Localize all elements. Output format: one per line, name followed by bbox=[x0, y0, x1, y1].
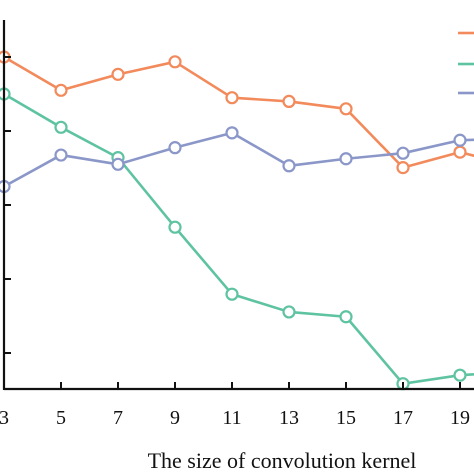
x-axis-title: The size of convolution kernel bbox=[148, 448, 417, 473]
axes-layer bbox=[2, 20, 474, 391]
series-3-point-19 bbox=[453, 133, 467, 147]
x-tick-label-15: 15 bbox=[336, 407, 356, 429]
x-tick-label-11: 11 bbox=[222, 407, 241, 429]
series-3-point-11 bbox=[225, 126, 239, 140]
series-1-line bbox=[3, 55, 474, 169]
series-1 bbox=[0, 50, 474, 175]
series-1-point-17 bbox=[396, 161, 410, 175]
series-layer bbox=[0, 50, 474, 391]
series-2-point-9 bbox=[168, 220, 182, 234]
series-2-point-15 bbox=[339, 310, 353, 324]
x-tick-label-9: 9 bbox=[170, 407, 180, 429]
series-1-point-13 bbox=[282, 94, 296, 109]
x-tick-label-17: 17 bbox=[393, 407, 413, 429]
series-2-point-5 bbox=[54, 120, 68, 134]
x-tick-label-3: 3 bbox=[0, 407, 9, 429]
ticks-layer: 3 5 7 9 11 13 15 17 19 bbox=[0, 56, 470, 429]
series-1-point-11 bbox=[225, 91, 239, 105]
series-2-point-11 bbox=[225, 287, 239, 301]
series-2-point-19 bbox=[453, 368, 467, 382]
series-3-point-9 bbox=[168, 141, 182, 155]
x-tick-label-5: 5 bbox=[56, 407, 66, 429]
legend-layer bbox=[458, 31, 474, 95]
series-1-point-15 bbox=[339, 102, 353, 116]
series-3-line bbox=[3, 131, 474, 188]
series-3-point-13 bbox=[282, 159, 296, 173]
series-3-point-15 bbox=[339, 152, 353, 166]
series-3-point-5 bbox=[54, 148, 68, 162]
series-2-line bbox=[3, 92, 474, 386]
series-3-point-17 bbox=[396, 146, 410, 160]
x-tick-label-13: 13 bbox=[279, 407, 299, 429]
x-tick-label-19: 19 bbox=[450, 407, 470, 429]
series-3 bbox=[0, 126, 474, 194]
series-1-point-9 bbox=[168, 55, 182, 69]
series-1-point-19 bbox=[453, 145, 467, 159]
series-1-point-5 bbox=[54, 83, 68, 97]
series-2-point-13 bbox=[282, 305, 296, 319]
series-3-point-7 bbox=[111, 157, 125, 171]
x-tick-label-7: 7 bbox=[113, 407, 123, 429]
series-1-point-7 bbox=[111, 67, 125, 81]
